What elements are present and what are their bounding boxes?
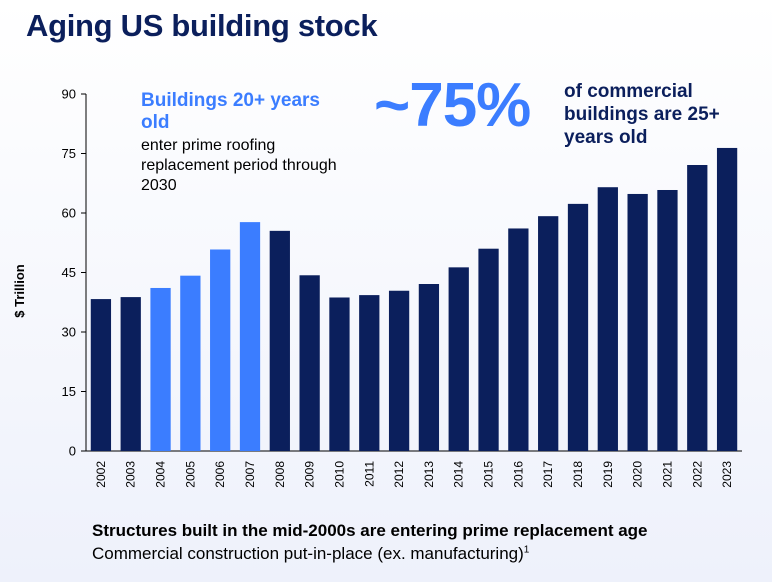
bar-2021 (657, 189, 678, 451)
y-tick-label: 30 (62, 325, 76, 340)
footer-headline: Structures built in the mid-2000s are en… (92, 521, 648, 540)
x-tick-label: 2015 (482, 461, 496, 488)
x-tick-label: 2021 (660, 461, 674, 488)
bar-2006 (210, 249, 231, 451)
x-tick-label: 2004 (154, 461, 168, 488)
x-tick-label: 2022 (690, 461, 704, 488)
y-tick-label: 75 (62, 146, 76, 161)
bar-2005 (180, 275, 201, 451)
footnote-marker: 1 (523, 544, 530, 556)
x-tick-label: 2009 (303, 461, 317, 488)
big-percentage: ~75% (374, 71, 531, 140)
bar-2017 (538, 216, 559, 451)
bar-2010 (329, 297, 350, 451)
bar-2011 (359, 295, 380, 451)
bar-2014 (448, 267, 469, 451)
x-tick-label: 2002 (94, 461, 108, 488)
x-tick-label: 2003 (124, 461, 138, 488)
bar-2013 (418, 284, 440, 451)
annotation-right-text: of commercial buildings are 25+ years ol… (564, 81, 720, 148)
bar-2023 (716, 147, 738, 452)
x-tick-label: 2020 (631, 461, 645, 488)
bar-2019 (597, 187, 618, 451)
chart-title: Aging US building stock (26, 8, 378, 43)
y-tick-label: 60 (62, 206, 76, 221)
bar-2003 (120, 297, 141, 451)
x-tick-label: 2013 (422, 461, 436, 488)
bars (90, 147, 738, 452)
bar-2008 (269, 230, 290, 451)
bar-2016 (508, 228, 529, 451)
x-tick-label: 2018 (571, 461, 585, 488)
x-axis-labels: 2002 2003 2004 2005 2006 2007 2008 2009 2010 2011… (94, 461, 734, 488)
y-tick-label: 0 (69, 444, 76, 459)
bar-2018 (567, 203, 589, 451)
x-tick-label: 2016 (511, 461, 525, 488)
y-tick-label: 15 (62, 384, 76, 399)
y-axis-label: $ Trillion (12, 264, 27, 318)
annotation-left: Buildings 20+ years old enter prime roof… (141, 90, 341, 196)
x-tick-label: 2017 (541, 461, 555, 488)
bar-2012 (388, 290, 410, 451)
x-tick-label: 2006 (213, 461, 227, 488)
bar-2015 (478, 248, 499, 451)
x-tick-label: 2011 (362, 461, 376, 487)
bar-2004 (150, 287, 171, 451)
footer-subtitle-text: Commercial construction put-in-place (ex… (92, 544, 524, 563)
bar-2009 (299, 275, 320, 451)
x-tick-label: 2012 (392, 461, 406, 488)
bar-2007 (239, 222, 261, 451)
y-tick-label: 90 (62, 87, 76, 102)
footer-subtitle: Commercial construction put-in-place (ex… (92, 544, 529, 564)
annotation-left-heading: Buildings 20+ years old (141, 90, 320, 133)
y-tick-label: 45 (62, 265, 76, 280)
annotation-left-body: enter prime roofing replacement period t… (141, 137, 337, 194)
bar-2020 (627, 193, 648, 451)
x-tick-label: 2007 (243, 461, 257, 488)
x-tick-label: 2014 (452, 461, 466, 488)
bar-2022 (687, 165, 708, 451)
x-tick-label: 2023 (720, 461, 734, 488)
x-tick-label: 2010 (332, 461, 346, 488)
x-tick-label: 2019 (601, 461, 615, 488)
x-tick-label: 2005 (183, 461, 197, 488)
x-tick-label: 2008 (273, 461, 287, 488)
bar-2002 (90, 299, 112, 451)
